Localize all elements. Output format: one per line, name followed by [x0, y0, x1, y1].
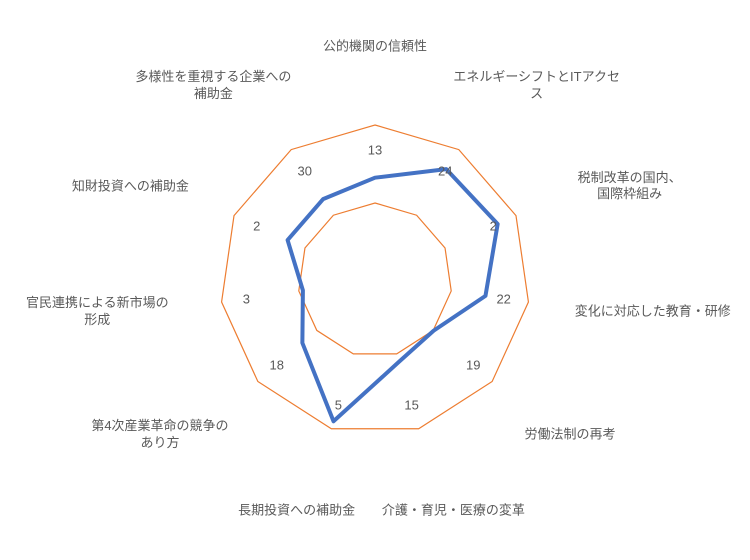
radar-axis-label: 第4次産業革命の競争の あり方	[75, 418, 245, 452]
radar-axis-label: 介護・育児・医療の変革	[368, 502, 538, 519]
radar-value-label: 15	[404, 397, 418, 412]
radar-value-label: 22	[496, 291, 510, 306]
radar-value-label: 2	[490, 218, 497, 233]
radar-axis-label: エネルギーシフトとITアクセス	[452, 69, 622, 103]
radar-axis-label: 労働法制の再考	[485, 427, 655, 444]
radar-chart: 132422219155183230公的機関の信頼性エネルギーシフトとITアクセ…	[0, 0, 750, 560]
radar-value-label: 13	[368, 143, 382, 158]
radar-axis-label: 税制改革の国内、 国際枠組み	[545, 170, 715, 204]
radar-svg	[0, 0, 750, 560]
radar-axis-label: 変化に対応した教育・研修	[568, 304, 738, 321]
radar-axis-label: 長期投資への補助金	[212, 502, 382, 519]
radar-value-label: 18	[270, 358, 284, 373]
radar-value-label: 24	[438, 163, 452, 178]
radar-axis-label: 知財投資への補助金	[45, 178, 215, 195]
radar-value-label: 2	[253, 218, 260, 233]
radar-value-label: 30	[297, 163, 311, 178]
radar-value-label: 3	[243, 291, 250, 306]
radar-value-label: 19	[466, 358, 480, 373]
radar-value-label: 5	[335, 397, 342, 412]
radar-axis-label: 公的機関の信頼性	[290, 39, 460, 56]
radar-ring	[299, 203, 451, 354]
radar-axis-label: 官民連携による新市場の 形成	[12, 295, 182, 329]
radar-axis-label: 多様性を重視する企業への 補助金	[128, 69, 298, 103]
radar-data-line	[288, 169, 498, 421]
